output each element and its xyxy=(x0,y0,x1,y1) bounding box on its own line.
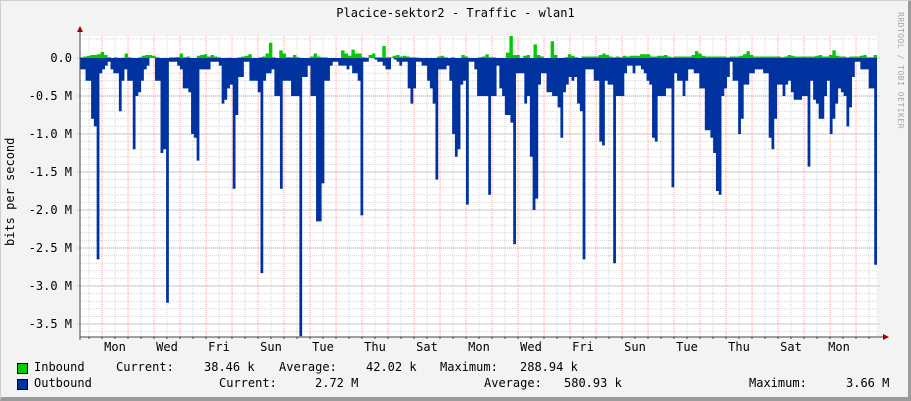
legend-inbound-average: 42.02 k xyxy=(366,360,417,374)
x-tick: Sun xyxy=(624,340,646,354)
legend-inbound-label: Inbound xyxy=(34,360,85,374)
x-tick: Mon xyxy=(828,340,850,354)
x-tick: Mon xyxy=(468,340,490,354)
x-tick: Tue xyxy=(312,340,334,354)
y-tick: -2.0 M xyxy=(28,203,72,217)
x-tick: Mon xyxy=(104,340,126,354)
x-tick: Fri xyxy=(208,340,230,354)
legend-outbound-current: 2.72 M xyxy=(315,376,359,390)
x-tick: Sun xyxy=(260,340,282,354)
outbound-swatch-icon xyxy=(17,379,28,390)
legend-inbound-maximum: 288.94 k xyxy=(520,360,578,374)
legend-outbound-average-label: Average: xyxy=(484,376,542,390)
legend-outbound-current-label: Current: xyxy=(219,376,277,390)
legend-inbound-current-label: Current: xyxy=(116,360,174,374)
legend-outbound-maximum: 3.66 M xyxy=(846,376,890,390)
y-tick: -3.5 M xyxy=(28,317,72,331)
x-tick: Fri xyxy=(572,340,594,354)
legend-outbound-average: 580.93 k xyxy=(564,376,622,390)
y-tick: -1.5 M xyxy=(28,165,72,179)
x-tick: Thu xyxy=(728,340,750,354)
y-tick: -2.5 M xyxy=(28,241,72,255)
legend-outbound-label: Outbound xyxy=(34,376,92,390)
y-tick: -3.0 M xyxy=(28,279,72,293)
legend-inbound-current: 38.46 k xyxy=(204,360,255,374)
x-tick: Wed xyxy=(520,340,542,354)
legend-outbound-maximum-label: Maximum: xyxy=(749,376,807,390)
x-tick: Thu xyxy=(364,340,386,354)
legend-inbound-average-label: Average: xyxy=(279,360,337,374)
chart-title: Placice-sektor2 - Traffic - wlan1 xyxy=(336,6,575,20)
y-tick: -0.5 M xyxy=(28,89,72,103)
inbound-swatch-icon xyxy=(17,363,28,374)
x-tick: Wed xyxy=(156,340,178,354)
x-tick: Tue xyxy=(676,340,698,354)
y-tick: -1.0 M xyxy=(28,127,72,141)
rrdtool-watermark: RRDTOOL / TOBI OETIKER xyxy=(896,12,905,129)
x-tick: Sat xyxy=(416,340,438,354)
x-tick: Sat xyxy=(780,340,802,354)
legend-inbound-maximum-label: Maximum: xyxy=(440,360,498,374)
y-tick: 0.0 xyxy=(50,51,72,65)
